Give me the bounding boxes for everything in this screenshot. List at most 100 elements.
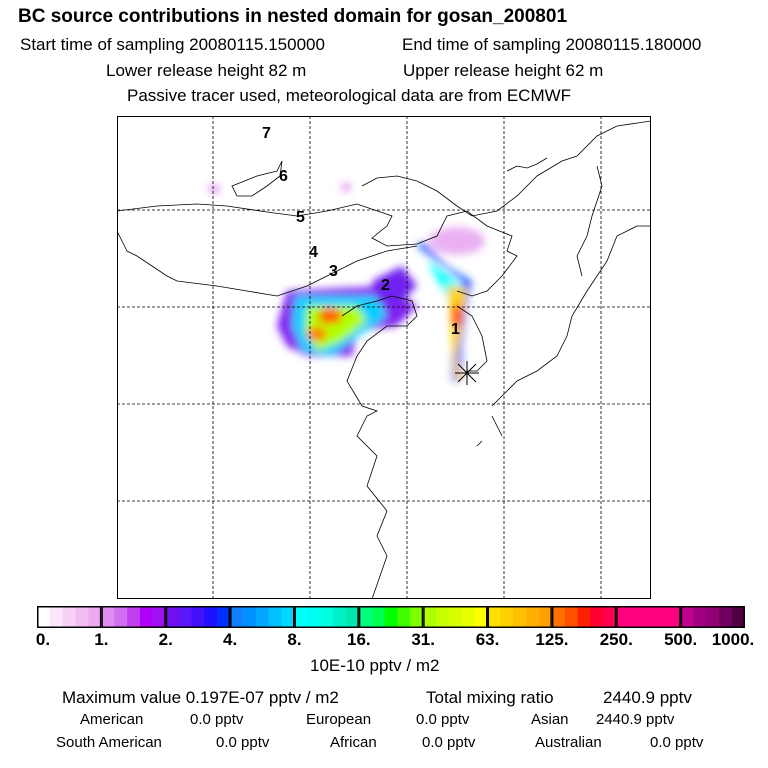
colorbar-segment bbox=[358, 606, 424, 628]
plot-title: BC source contributions in nested domain… bbox=[18, 6, 568, 27]
upper-release-height: Upper release height 62 m bbox=[403, 61, 604, 80]
receptor-star-icon bbox=[455, 361, 479, 385]
colorbar-shade bbox=[667, 606, 682, 628]
colorbar-shade bbox=[474, 606, 489, 628]
colorbar-shade bbox=[217, 606, 231, 628]
colorbar-shade bbox=[500, 606, 514, 628]
colorbar-unit: 10E-10 pptv / m2 bbox=[310, 656, 440, 675]
colorbar-shade bbox=[603, 606, 617, 628]
map-plot: 1 2 3 4 5 6 7 bbox=[117, 116, 651, 599]
colorbar-shade bbox=[88, 606, 102, 628]
colorbar-shade bbox=[345, 606, 360, 628]
colorbar bbox=[37, 606, 745, 628]
colorbar-segment bbox=[616, 606, 681, 628]
colorbar-shade bbox=[255, 606, 270, 628]
colorbar-shade bbox=[139, 606, 154, 628]
colorbar-tick-label: 63. bbox=[475, 630, 500, 649]
colorbar-tick-label: 31. bbox=[411, 630, 435, 649]
total-mixing-value: 2440.9 pptv bbox=[603, 688, 692, 707]
colorbar-shade bbox=[37, 606, 51, 628]
colorbar-shade bbox=[230, 606, 244, 628]
colorbar-shade bbox=[165, 606, 180, 628]
colorbar-shade bbox=[101, 606, 115, 628]
colorbar-shade bbox=[461, 606, 476, 628]
colorbar-shade bbox=[75, 606, 89, 628]
colorbar-shade bbox=[616, 606, 630, 628]
trajectory-labels: 1 2 3 4 5 6 7 bbox=[262, 125, 460, 338]
grid-lines bbox=[117, 116, 651, 599]
traj-label-7: 7 bbox=[262, 125, 271, 142]
region-australian-label: Australian bbox=[535, 734, 602, 751]
region-african-value: 0.0 pptv bbox=[422, 734, 476, 751]
colorbar-tick-label: 1000. bbox=[711, 630, 755, 649]
colorbar-tick-label: 250. bbox=[599, 630, 633, 649]
colorbar-segment bbox=[294, 606, 359, 628]
traj-label-5: 5 bbox=[296, 209, 305, 226]
colorbar-tick-label: 8. bbox=[287, 630, 302, 649]
colorbar-segment bbox=[230, 606, 295, 628]
colorbar-shade bbox=[294, 606, 308, 628]
colorbar-shade bbox=[513, 606, 527, 628]
colorbar-shade bbox=[436, 606, 450, 628]
colorbar-segment bbox=[487, 606, 552, 628]
region-african-label: African bbox=[330, 734, 377, 751]
colorbar-shade bbox=[551, 606, 566, 628]
colorbar-shade bbox=[127, 606, 141, 628]
colorbar-shade bbox=[642, 606, 656, 628]
colorbar-tick-label: 16. bbox=[346, 630, 371, 649]
colorbar-tick-label: 2. bbox=[158, 630, 173, 649]
colorbar-shade bbox=[178, 606, 192, 628]
region-european-value: 0.0 pptv bbox=[416, 711, 470, 728]
colorbar-tick-label: 0. bbox=[35, 630, 51, 649]
colorbar-tick-label: 4. bbox=[222, 630, 238, 649]
colorbar-shade bbox=[371, 606, 386, 628]
colorbar-shade bbox=[577, 606, 592, 628]
traj-label-1: 1 bbox=[451, 321, 460, 338]
map-frame bbox=[117, 116, 651, 599]
lower-release-height: Lower release height 82 m bbox=[106, 61, 307, 80]
colorbar-shade bbox=[719, 606, 733, 628]
traj-label-4: 4 bbox=[309, 244, 318, 261]
region-south-american-value: 0.0 pptv bbox=[216, 734, 270, 751]
colorbar-shade bbox=[448, 606, 463, 628]
colorbar-shade bbox=[423, 606, 437, 628]
colorbar-shade bbox=[191, 606, 205, 628]
colorbar-shade bbox=[384, 606, 398, 628]
tracer-note: Passive tracer used, meteorological data… bbox=[127, 86, 572, 105]
colorbar-tick-label: 125. bbox=[535, 630, 569, 649]
start-time: Start time of sampling 20080115.150000 bbox=[20, 35, 325, 54]
colorbar-shade bbox=[152, 606, 167, 628]
colorbar-segment bbox=[37, 606, 102, 628]
traj-label-3: 3 bbox=[329, 263, 338, 280]
colorbar-segment bbox=[680, 606, 745, 628]
traj-label-2: 2 bbox=[381, 277, 390, 294]
colorbar-shade bbox=[539, 606, 553, 628]
colorbar-shade bbox=[564, 606, 579, 628]
total-mixing-label: Total mixing ratio bbox=[426, 688, 554, 707]
colorbar-shade bbox=[693, 606, 707, 628]
colorbar-shade bbox=[114, 606, 128, 628]
colorbar-shade bbox=[526, 606, 540, 628]
region-american-label: American bbox=[80, 711, 144, 728]
colorbar-shade bbox=[333, 606, 347, 628]
colorbar-shade bbox=[320, 606, 334, 628]
colorbar-segment bbox=[101, 606, 166, 628]
colorbar-shade bbox=[358, 606, 373, 628]
colorbar-shade bbox=[590, 606, 604, 628]
traj-label-6: 6 bbox=[279, 168, 288, 185]
colorbar-shade bbox=[706, 606, 720, 628]
region-asian-label: Asian bbox=[531, 711, 569, 728]
colorbar-shade bbox=[629, 606, 643, 628]
colorbar-shade bbox=[49, 606, 64, 628]
region-south-american-label: South American bbox=[56, 734, 162, 751]
colorbar-shade bbox=[242, 606, 257, 628]
region-european-label: European bbox=[306, 711, 372, 728]
colorbar-tick-label: 1. bbox=[94, 630, 109, 649]
concentration-field bbox=[208, 183, 485, 381]
colorbar-shade bbox=[62, 606, 77, 628]
end-time: End time of sampling 20080115.180000 bbox=[402, 35, 702, 54]
colorbar-shade bbox=[654, 606, 669, 628]
colorbar-shade bbox=[204, 606, 218, 628]
region-american-value: 0.0 pptv bbox=[190, 711, 244, 728]
